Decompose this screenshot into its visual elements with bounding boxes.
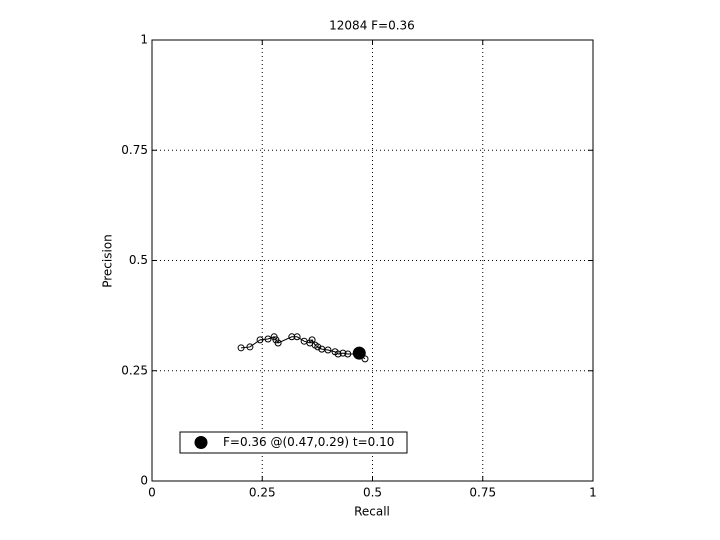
point (334, 350, 342, 358)
best-point (352, 346, 366, 360)
x-tick-label: 0.5 (363, 486, 382, 500)
y-tick-label: 1 (140, 33, 148, 47)
x-tick-label: 1 (589, 486, 597, 500)
x-tick-label: 0.75 (469, 486, 496, 500)
y-tick-label: 0 (140, 474, 148, 488)
point (314, 343, 322, 351)
point (274, 339, 282, 347)
x-tick-label: 0 (148, 486, 156, 500)
point (256, 336, 264, 344)
x-axis-label: Recall (354, 505, 390, 519)
x-tick-label: 0.25 (249, 486, 276, 500)
y-tick-label: 0.75 (121, 143, 148, 157)
plot-frame (151, 39, 594, 482)
legend-label: F=0.36 @(0.47,0.29) t=0.10 (223, 435, 394, 449)
point (237, 344, 245, 352)
point (246, 343, 254, 351)
point (344, 350, 352, 358)
point (324, 346, 332, 354)
chart-title: 12084 F=0.36 (329, 19, 415, 33)
y-tick-label: 0.5 (129, 253, 148, 267)
point (293, 333, 301, 341)
point (288, 333, 296, 341)
legend-marker (194, 436, 208, 449)
point (339, 349, 347, 357)
legend-box (179, 431, 408, 454)
y-axis-label: Precision (101, 234, 115, 288)
point (264, 335, 272, 343)
y-tick-label: 0.25 (121, 363, 148, 377)
point (308, 336, 316, 344)
